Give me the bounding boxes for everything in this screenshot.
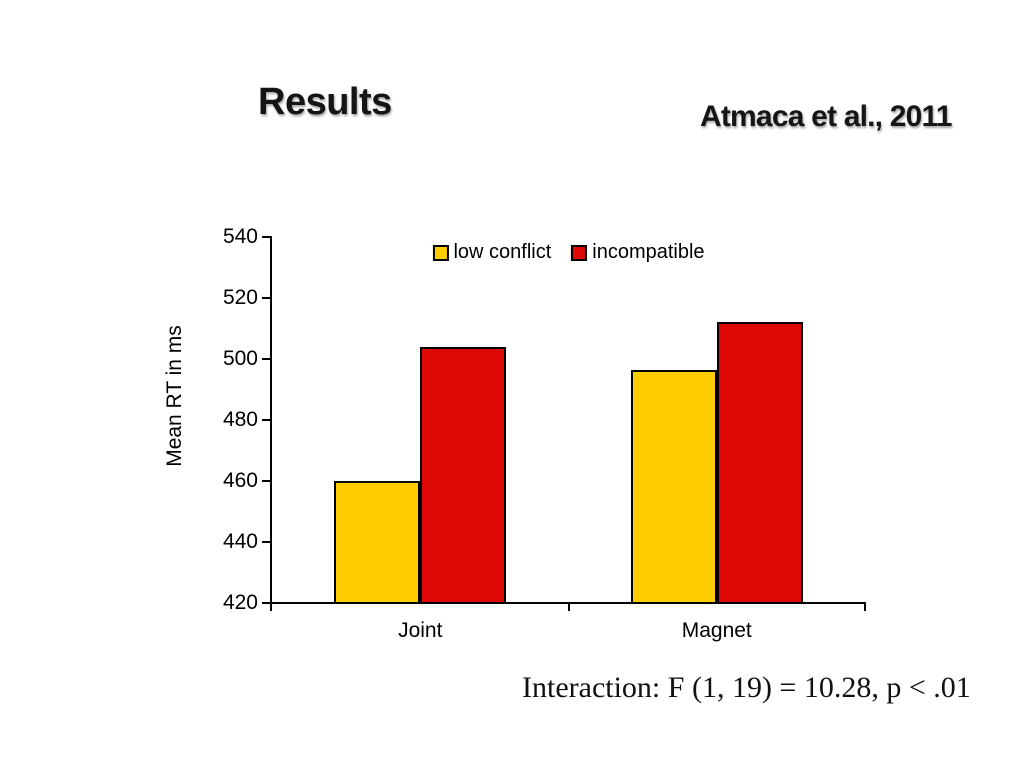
attribution: Atmaca et al., 2011 xyxy=(700,100,952,133)
y-tick-label-480: 480 xyxy=(222,408,258,431)
y-tick-mark-540 xyxy=(262,236,272,238)
y-tick-mark-520 xyxy=(262,297,272,299)
chart-legend: low conflict incompatible xyxy=(432,241,705,264)
legend-item-incompatible: incompatible xyxy=(571,241,705,264)
y-tick-mark-500 xyxy=(262,358,272,360)
y-tick-label-540: 540 xyxy=(222,225,258,248)
x-axis-line xyxy=(262,602,866,604)
bar-joint-low-conflict xyxy=(334,481,421,604)
x-category-label-magnet: Magnet xyxy=(681,619,752,642)
legend-item-low-conflict: low conflict xyxy=(432,241,551,264)
y-tick-label-440: 440 xyxy=(222,530,258,553)
y-tick-mark-480 xyxy=(262,419,272,421)
x-tick-mark-1 xyxy=(567,603,570,611)
bar-joint-incompatible xyxy=(420,346,507,604)
y-tick-label-500: 500 xyxy=(222,347,258,370)
y-axis-line xyxy=(270,237,272,611)
y-tick-mark-460 xyxy=(262,480,272,482)
stats-note: Interaction: F (1, 19) = 10.28, p < .01 xyxy=(522,671,971,704)
y-tick-label-520: 520 xyxy=(222,286,258,309)
bar-magnet-incompatible xyxy=(716,322,803,604)
x-tick-mark-2 xyxy=(864,603,866,611)
legend-swatch-incompatible xyxy=(571,244,588,261)
page-title: Results xyxy=(258,81,392,123)
x-category-label-joint: Joint xyxy=(398,619,443,642)
legend-swatch-low-conflict xyxy=(432,244,449,261)
bar-magnet-low-conflict xyxy=(630,369,717,604)
y-axis-title: Mean RT in ms xyxy=(163,325,186,467)
y-tick-mark-440 xyxy=(262,541,272,543)
legend-label-incompatible: incompatible xyxy=(592,241,705,263)
y-tick-label-460: 460 xyxy=(222,469,258,492)
y-tick-mark-420 xyxy=(262,602,272,604)
y-tick-label-420: 420 xyxy=(222,591,258,614)
legend-label-low-conflict: low conflict xyxy=(453,241,552,263)
